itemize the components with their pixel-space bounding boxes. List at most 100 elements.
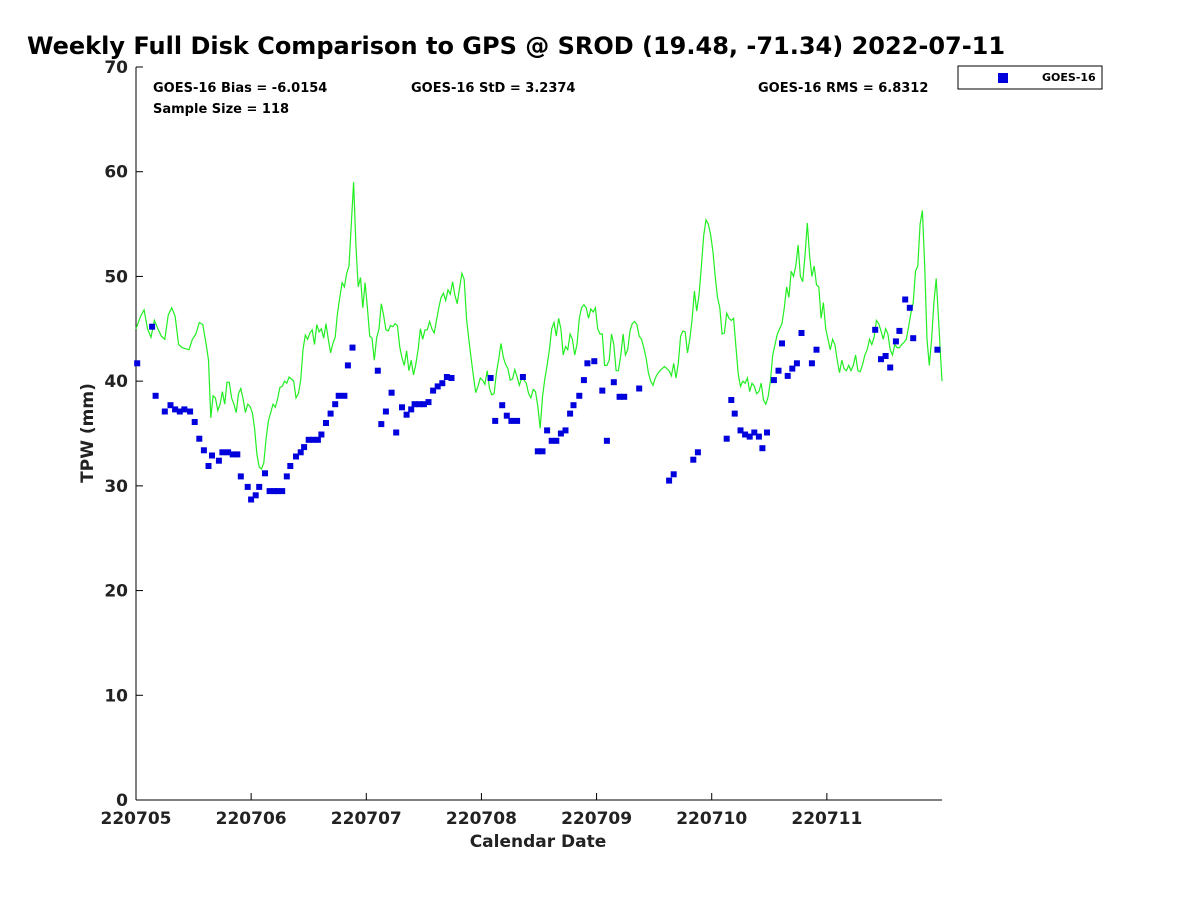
goes-16-point: [878, 356, 884, 363]
goes-16-point: [262, 470, 268, 477]
goes-16-point: [205, 463, 212, 469]
goes-16-point: [248, 496, 255, 503]
y-tick-label: 40: [104, 372, 128, 392]
goes-16-point: [666, 477, 673, 484]
x-tick-label: 220706: [216, 809, 287, 829]
gps-line: [135, 182, 943, 471]
goes-16-point: [544, 427, 551, 434]
goes-16-point: [784, 372, 791, 379]
goes-16-point: [508, 417, 515, 424]
goes-16-point: [219, 449, 226, 456]
goes-16-point: [439, 380, 446, 387]
goes-16-point: [411, 401, 418, 408]
goes-16-point: [487, 375, 494, 381]
goes-16-point: [514, 417, 521, 424]
goes-16-point: [382, 408, 389, 415]
x-tick-label: 220708: [446, 809, 517, 829]
goes-16-point: [176, 408, 183, 415]
goes-16-point: [388, 389, 395, 396]
goes-16-point: [798, 330, 805, 336]
goes-16-point: [187, 408, 194, 415]
goes-16-point: [576, 392, 583, 399]
goes-16-point: [813, 346, 820, 353]
goes-16-point: [327, 410, 334, 417]
goes-16-point: [746, 433, 753, 440]
goes-16-point: [274, 488, 281, 495]
x-tick-label: 220711: [791, 809, 862, 829]
goes-16-point: [742, 431, 749, 438]
goes-16-point: [256, 483, 263, 490]
goes-16-point: [580, 377, 587, 384]
rms-annotation: GOES-16 RMS = 6.8312: [758, 81, 928, 96]
goes-16-point: [149, 323, 156, 330]
goes-16-point: [167, 402, 174, 409]
goes-16-point: [499, 402, 506, 409]
goes-16-point: [902, 296, 909, 303]
sample-size-annotation: Sample Size = 118: [153, 102, 289, 117]
goes-16-point: [134, 360, 141, 367]
goes-16-point: [567, 410, 574, 417]
goes-16-point: [737, 427, 744, 434]
goes-16-point: [225, 449, 232, 456]
y-tick-label: 30: [104, 477, 128, 497]
goes-16-point: [271, 488, 278, 495]
goes-16-point: [279, 488, 286, 495]
y-tick-label: 20: [104, 582, 128, 602]
y-tick-label: 10: [104, 686, 128, 706]
goes-16-point: [779, 340, 785, 347]
goes-16-point: [694, 449, 701, 456]
goes-16-point: [349, 344, 356, 351]
goes-16-point: [335, 392, 342, 399]
goes-16-point: [237, 473, 244, 480]
goes-16-point: [209, 452, 215, 459]
goes-16-point: [215, 457, 222, 464]
goes-16-point: [570, 402, 577, 409]
goes-16-point: [434, 383, 441, 390]
goes-16-point: [448, 375, 455, 381]
goes-16-point: [341, 392, 348, 399]
goes-series: [134, 296, 941, 503]
goes-16-point: [548, 437, 555, 444]
goes-16-point: [430, 387, 437, 394]
goes-16-point: [621, 393, 628, 400]
goes-16-point: [636, 385, 643, 392]
goes-16-point: [344, 362, 351, 369]
goes-16-point: [882, 353, 889, 359]
goes-16-point: [872, 326, 879, 333]
goes-16-point: [610, 379, 617, 386]
goes-16-point: [934, 346, 941, 353]
goes-16-point: [519, 374, 526, 380]
x-axis-label: Calendar Date: [470, 832, 607, 852]
goes-16-point: [770, 377, 777, 384]
legend-label-goes-16: GOES-16: [1042, 71, 1096, 84]
goes-16-point: [301, 444, 308, 451]
goes-16-point: [314, 436, 321, 443]
goes-16-point: [892, 338, 899, 345]
goes-16-point: [287, 463, 294, 469]
y-tick-label: 70: [104, 58, 128, 78]
legend: GOES-16: [957, 65, 1103, 90]
x-tick-label: 220705: [101, 809, 172, 829]
goes-16-point: [305, 436, 312, 443]
goes-16-point: [887, 364, 894, 371]
goes-16-point: [584, 360, 591, 367]
goes-16-point: [399, 404, 405, 411]
y-tick-label: 60: [104, 163, 128, 183]
goes-16-point: [266, 488, 273, 495]
goes-16-point: [403, 411, 410, 418]
goes-16-point: [443, 374, 450, 380]
goes-16-point: [670, 471, 677, 478]
goes-16-point: [910, 335, 917, 342]
goes-16-point: [690, 456, 697, 463]
goes-16-point: [503, 412, 510, 419]
goes-16-point: [896, 327, 903, 334]
goes-16-point: [332, 401, 339, 408]
goes-16-point: [539, 448, 546, 455]
y-tick-label: 0: [116, 791, 128, 811]
bias-annotation: GOES-16 Bias = -6.0154: [153, 81, 327, 96]
legend-marker-goes-16: [998, 73, 1008, 83]
y-tick-label: 50: [104, 267, 128, 287]
goes-16-point: [906, 304, 913, 311]
chart-title: Weekly Full Disk Comparison to GPS @ SRO…: [27, 32, 1005, 60]
goes-16-point: [191, 419, 198, 425]
